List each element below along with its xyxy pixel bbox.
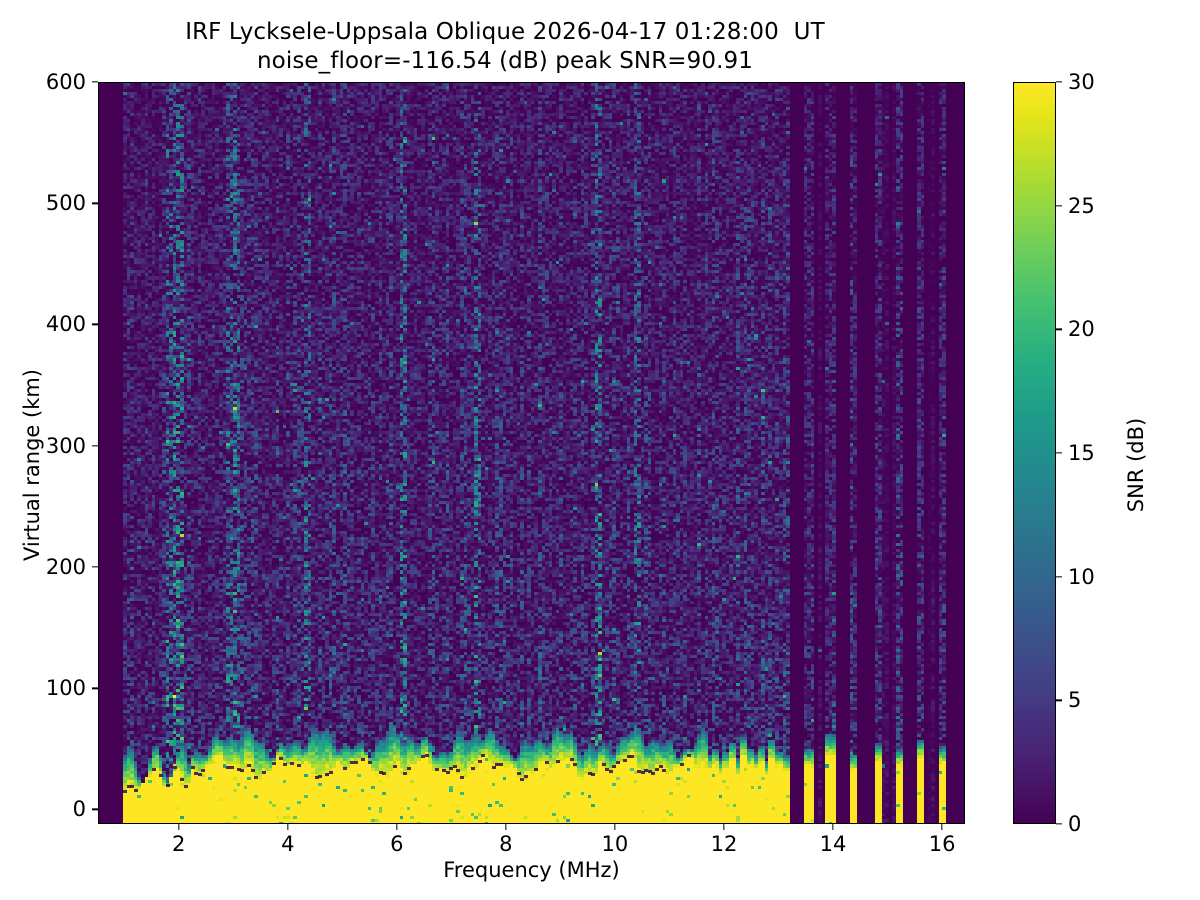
colorbar-tick-label: 0 [1068, 812, 1082, 836]
title-line-1: IRF Lycksele-Uppsala Oblique 2026-04-17 … [185, 19, 825, 45]
chart-title: IRF Lycksele-Uppsala Oblique 2026-04-17 … [0, 18, 1010, 77]
y-tick-mark [92, 687, 98, 689]
y-tick-mark [92, 566, 98, 568]
x-tick-mark [941, 824, 943, 830]
x-axis-label: Frequency (MHz) [443, 858, 620, 882]
y-tick-label: 0 [72, 797, 86, 822]
x-tick-mark [614, 824, 616, 830]
x-tick-label: 14 [819, 832, 847, 856]
colorbar-tick-mark [1056, 205, 1062, 207]
colorbar-tick-mark [1056, 699, 1062, 701]
y-tick-mark [92, 445, 98, 447]
colorbar-tick-mark [1056, 81, 1062, 83]
y-tick-mark [92, 323, 98, 326]
colorbar-tick-mark [1056, 576, 1062, 578]
x-tick-mark [723, 824, 725, 830]
colorbar[interactable] [1013, 82, 1056, 824]
colorbar-tick-label: 15 [1068, 441, 1095, 465]
x-tick-mark [505, 824, 507, 830]
x-tick-label: 8 [499, 832, 513, 856]
x-tick-label: 6 [390, 832, 404, 856]
colorbar-tick-mark [1056, 823, 1062, 825]
x-tick-label: 2 [172, 832, 186, 856]
colorbar-tick-mark [1056, 328, 1062, 330]
y-tick-label: 100 [45, 676, 86, 701]
y-tick-label: 400 [45, 312, 86, 337]
x-tick-label: 16 [928, 832, 956, 856]
title-line-2: noise_floor=-116.54 (dB) peak SNR=90.91 [256, 48, 754, 75]
ionogram-heatmap[interactable] [99, 83, 964, 823]
colorbar-gradient [1014, 83, 1055, 823]
colorbar-tick-label: 5 [1068, 688, 1082, 713]
y-tick-label: 600 [45, 70, 86, 94]
y-tick-mark [92, 81, 98, 83]
x-tick-mark [832, 824, 834, 830]
x-tick-mark [178, 824, 180, 830]
y-axis-label: Virtual range (km) [20, 368, 44, 562]
x-tick-label: 4 [281, 832, 295, 856]
y-tick-label: 200 [45, 554, 86, 579]
colorbar-tick-label: 20 [1068, 317, 1095, 342]
colorbar-tick-mark [1056, 452, 1062, 454]
colorbar-tick-label: 30 [1068, 70, 1095, 94]
x-tick-label: 12 [710, 832, 738, 856]
x-tick-mark [287, 824, 289, 830]
x-tick-mark [396, 824, 398, 830]
y-tick-mark [92, 808, 98, 811]
y-tick-label: 300 [45, 433, 86, 458]
y-tick-label: 500 [45, 191, 86, 216]
colorbar-tick-label: 10 [1068, 564, 1095, 589]
colorbar-label: SNR (dB) [1124, 417, 1148, 513]
y-tick-mark [92, 202, 98, 204]
colorbar-tick-label: 25 [1068, 193, 1095, 218]
plot-area[interactable] [98, 82, 965, 824]
x-tick-label: 10 [601, 832, 629, 856]
